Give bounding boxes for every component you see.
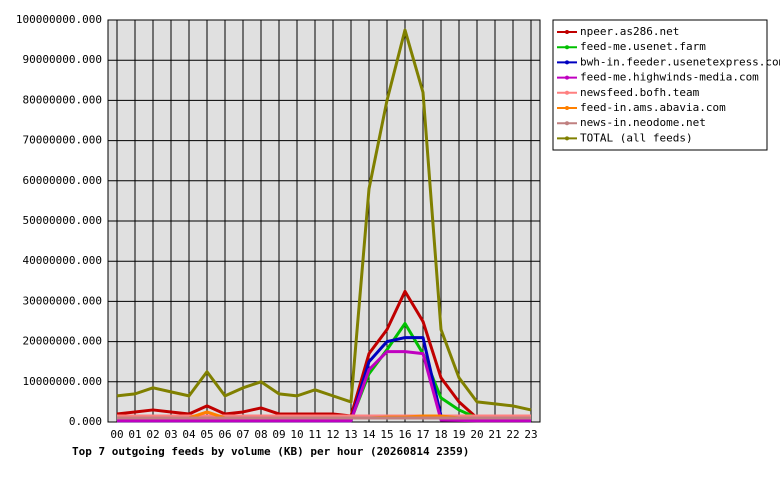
chart-title: Top 7 outgoing feeds by volume (KB) per … <box>72 445 469 458</box>
legend-label: newsfeed.bofh.team <box>580 86 700 99</box>
x-tick-label: 16 <box>398 428 411 441</box>
y-tick-label: 80000000.000 <box>23 93 102 106</box>
x-tick-label: 15 <box>380 428 393 441</box>
legend-box <box>552 19 768 151</box>
legend-label: news-in.neodome.net <box>580 116 706 129</box>
legend-marker <box>565 90 569 95</box>
x-tick-label: 08 <box>254 428 267 441</box>
x-tick-label: 02 <box>146 428 159 441</box>
legend-label: feed-in.ams.abavia.com <box>580 101 726 114</box>
legend-label: feed-me.highwinds-media.com <box>580 71 759 84</box>
x-tick-label: 11 <box>308 428 321 441</box>
x-tick-label: 23 <box>524 428 537 441</box>
y-tick-label: 0.000 <box>69 415 102 428</box>
legend-marker <box>565 45 569 50</box>
series-line <box>117 350 531 423</box>
y-tick-label: 40000000.000 <box>23 254 102 267</box>
x-tick-label: 21 <box>488 428 501 441</box>
y-tick-label: 30000000.000 <box>23 294 102 307</box>
y-tick-label: 100000000.000 <box>16 13 102 26</box>
x-tick-label: 04 <box>182 428 196 441</box>
x-tick-label: 14 <box>362 428 376 441</box>
x-tick-label: 00 <box>110 428 123 441</box>
y-tick-label: 70000000.000 <box>23 134 102 147</box>
y-tick-label: 20000000.000 <box>23 335 102 348</box>
x-tick-label: 09 <box>272 428 285 441</box>
y-tick-label: 60000000.000 <box>23 174 102 187</box>
legend-marker <box>565 136 569 141</box>
legend-marker <box>565 60 569 65</box>
legend-label: npeer.as286.net <box>580 25 679 38</box>
y-tick-label: 50000000.000 <box>23 214 102 227</box>
x-tick-label: 10 <box>290 428 303 441</box>
x-tick-label: 07 <box>236 428 249 441</box>
legend-marker <box>565 30 569 34</box>
series-line <box>116 28 532 412</box>
x-tick-label: 18 <box>434 428 447 441</box>
x-tick-label: 12 <box>326 428 339 441</box>
x-tick-label: 17 <box>416 428 429 441</box>
series-line <box>116 289 531 420</box>
x-tick-label: 06 <box>218 428 231 441</box>
x-tick-label: 19 <box>452 428 465 441</box>
x-tick-label: 22 <box>506 428 519 441</box>
legend-marker <box>565 121 569 126</box>
legend-marker <box>565 106 569 110</box>
x-tick-label: 20 <box>470 428 483 441</box>
legend-marker <box>565 75 569 80</box>
y-tick-label: 90000000.000 <box>23 53 102 66</box>
x-tick-label: 03 <box>164 428 177 441</box>
y-tick-label: 10000000.000 <box>23 375 102 388</box>
legend-label: TOTAL (all feeds) <box>580 131 693 144</box>
x-tick-label: 05 <box>200 428 213 441</box>
legend-label: feed-me.usenet.farm <box>580 40 706 53</box>
x-tick-label: 13 <box>344 428 357 441</box>
legend-label: bwh-in.feeder.usenetexpress.com <box>580 55 780 68</box>
x-tick-label: 01 <box>128 428 141 441</box>
